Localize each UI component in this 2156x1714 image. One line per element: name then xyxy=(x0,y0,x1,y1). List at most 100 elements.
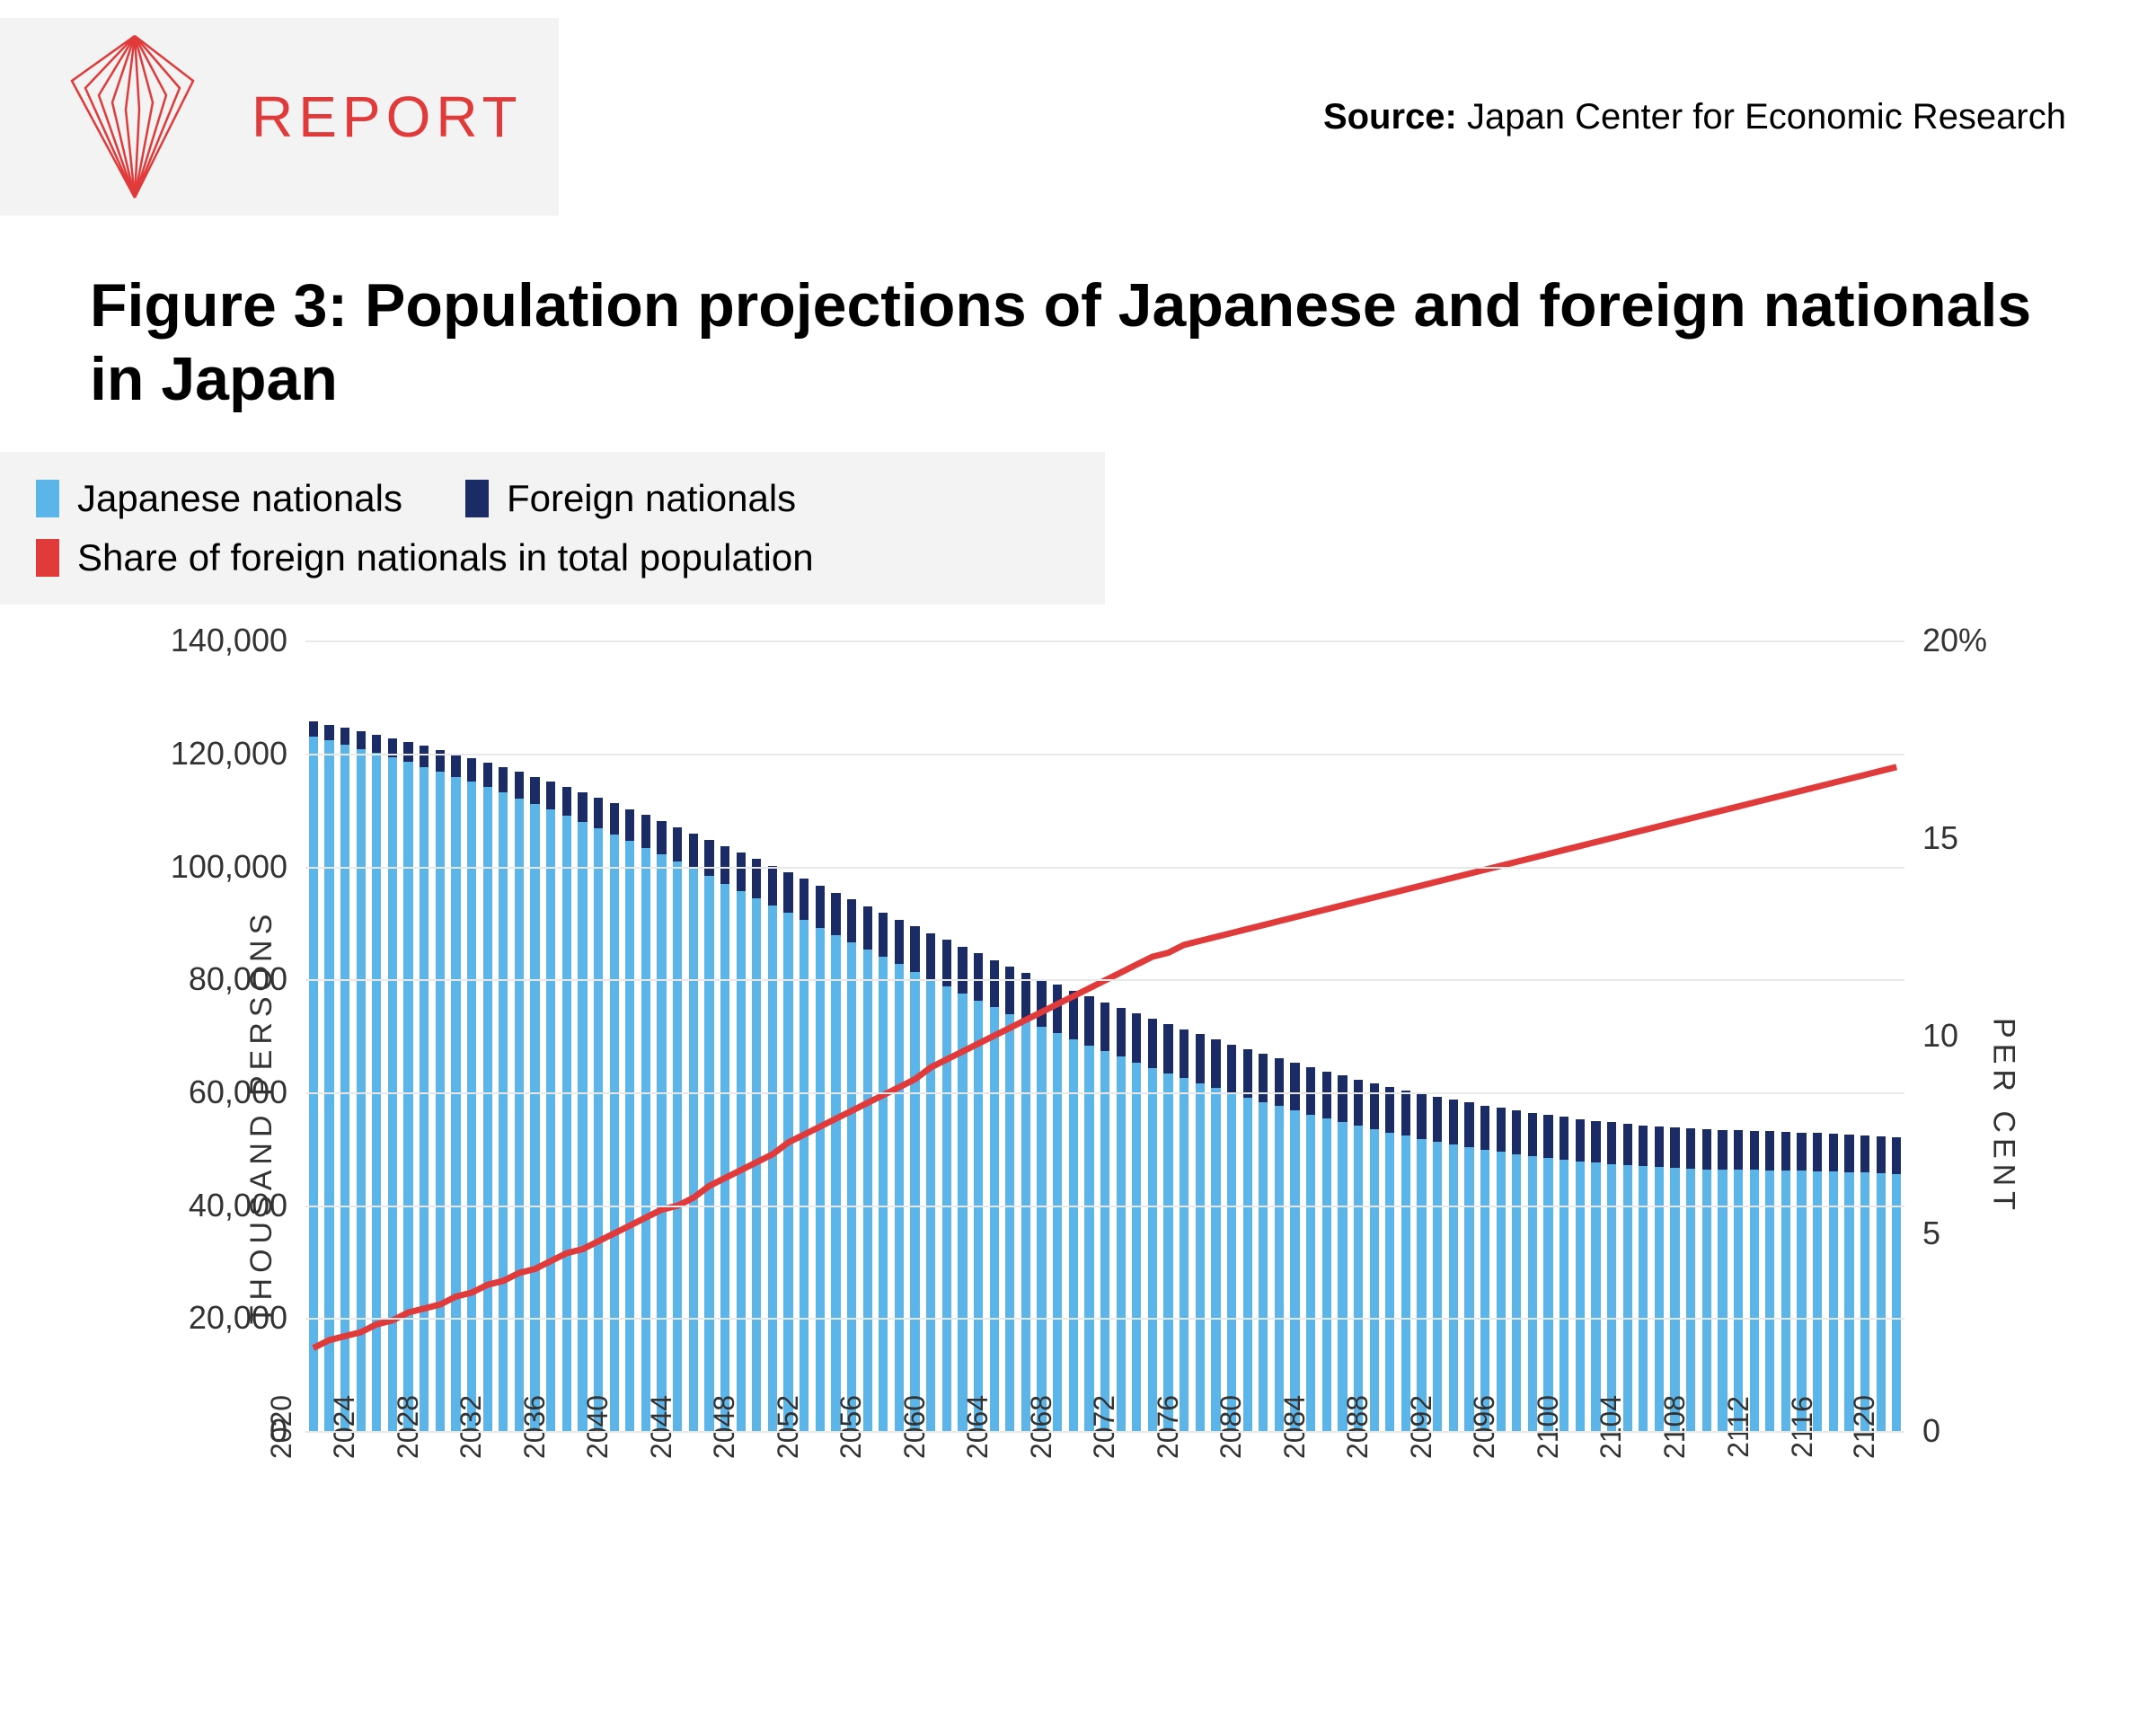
bar xyxy=(1034,641,1050,1431)
bar-foreign xyxy=(926,933,935,979)
x-tick: 2028 xyxy=(392,1395,425,1459)
bar: 2088 xyxy=(1383,641,1399,1431)
legend-swatch xyxy=(465,480,489,517)
legend-item: Foreign nationals xyxy=(465,477,796,520)
bar-japanese xyxy=(1734,1170,1743,1431)
bar: 2100 xyxy=(1572,641,1588,1431)
x-tick: 2084 xyxy=(1278,1395,1312,1459)
bar-japanese xyxy=(1005,1014,1014,1432)
gridline xyxy=(305,867,1904,869)
bar: 2092 xyxy=(1445,641,1462,1431)
bar xyxy=(1161,641,1177,1431)
bar-japanese xyxy=(1370,1129,1379,1431)
bar-foreign xyxy=(800,879,808,920)
x-tick: 2096 xyxy=(1468,1395,1501,1459)
bar-foreign xyxy=(467,758,476,782)
bar-japanese xyxy=(1117,1056,1126,1431)
bar xyxy=(1873,641,1889,1431)
bar xyxy=(702,641,718,1431)
bar-japanese xyxy=(831,935,840,1432)
bar-foreign xyxy=(1639,1126,1648,1167)
bar-foreign xyxy=(1037,979,1046,1027)
bar-foreign xyxy=(1053,985,1062,1033)
bar: 2020 xyxy=(305,641,322,1431)
bar-foreign xyxy=(1813,1133,1822,1171)
bar-foreign xyxy=(1243,1049,1252,1098)
bar-foreign xyxy=(720,846,729,883)
bar-japanese xyxy=(451,777,460,1432)
bar xyxy=(464,641,480,1431)
bar-foreign xyxy=(689,834,698,870)
bar xyxy=(1335,641,1351,1431)
bar-japanese xyxy=(1433,1142,1442,1431)
bar xyxy=(1176,641,1192,1431)
bar-foreign xyxy=(625,809,634,842)
bar-foreign xyxy=(357,731,366,749)
bar-japanese xyxy=(1686,1169,1695,1431)
bar-foreign xyxy=(1417,1093,1426,1138)
bar xyxy=(480,641,496,1431)
bar xyxy=(1588,641,1604,1431)
y1-tick: 80,000 xyxy=(189,960,287,998)
y2-tick: 10 xyxy=(1922,1017,1958,1055)
bar-japanese xyxy=(324,740,333,1431)
bar xyxy=(733,641,749,1431)
bar-japanese xyxy=(388,757,397,1431)
bar-foreign xyxy=(1449,1100,1458,1144)
y1-tick: 40,000 xyxy=(189,1187,287,1224)
x-tick: 2072 xyxy=(1088,1395,1121,1459)
bar-foreign xyxy=(1734,1130,1743,1170)
bar xyxy=(384,641,401,1431)
bar xyxy=(575,641,591,1431)
legend-label: Foreign nationals xyxy=(507,477,796,520)
bar xyxy=(1730,641,1746,1431)
bar-foreign xyxy=(1338,1075,1347,1122)
bar-foreign xyxy=(863,906,872,950)
bar xyxy=(764,641,781,1431)
bar-japanese xyxy=(1021,1020,1030,1431)
bar xyxy=(448,641,464,1431)
bar-japanese xyxy=(499,792,508,1431)
bar-foreign xyxy=(910,926,919,971)
bar xyxy=(1524,641,1541,1431)
bar xyxy=(669,641,685,1431)
gridline xyxy=(305,1092,1904,1094)
bar xyxy=(1049,641,1065,1431)
bar xyxy=(1794,641,1810,1431)
x-tick: 2080 xyxy=(1215,1395,1248,1459)
bar-foreign xyxy=(1497,1108,1506,1152)
bar-japanese xyxy=(1196,1083,1205,1431)
bar-japanese xyxy=(1449,1144,1458,1431)
bar-japanese xyxy=(1844,1172,1853,1432)
bar-japanese xyxy=(1781,1171,1790,1431)
bar-foreign xyxy=(974,953,983,1000)
bar-foreign xyxy=(324,725,333,741)
bar: 2060 xyxy=(939,641,955,1431)
bar-japanese xyxy=(1860,1172,1869,1431)
x-tick: 2044 xyxy=(645,1395,678,1459)
x-tick: 2100 xyxy=(1532,1395,1565,1459)
bar-foreign xyxy=(1702,1129,1711,1170)
bar: 2096 xyxy=(1509,641,1525,1431)
bar-foreign xyxy=(1686,1128,1695,1169)
bar-japanese xyxy=(1322,1118,1331,1431)
bar: 2036 xyxy=(559,641,575,1431)
bar-japanese xyxy=(990,1007,999,1431)
bars-container: 2020202420282032203620402044204820522056… xyxy=(305,641,1904,1431)
chart: THOUSAND PERSONS PER CENT 20202024202820… xyxy=(108,641,2048,1593)
bar-japanese xyxy=(483,787,492,1431)
bar xyxy=(860,641,876,1431)
bar-foreign xyxy=(1860,1135,1869,1172)
bar xyxy=(638,641,654,1431)
x-tick: 2064 xyxy=(961,1395,994,1459)
bar-japanese xyxy=(436,772,445,1431)
y1-tick: 100,000 xyxy=(171,848,287,886)
bar-japanese xyxy=(1464,1147,1473,1431)
bar-foreign xyxy=(1227,1045,1236,1093)
bar-japanese xyxy=(942,986,951,1431)
bar-japanese xyxy=(515,799,524,1432)
bar xyxy=(923,641,939,1431)
bar-japanese xyxy=(1385,1133,1394,1432)
bar-foreign xyxy=(562,787,571,816)
bar xyxy=(796,641,812,1431)
